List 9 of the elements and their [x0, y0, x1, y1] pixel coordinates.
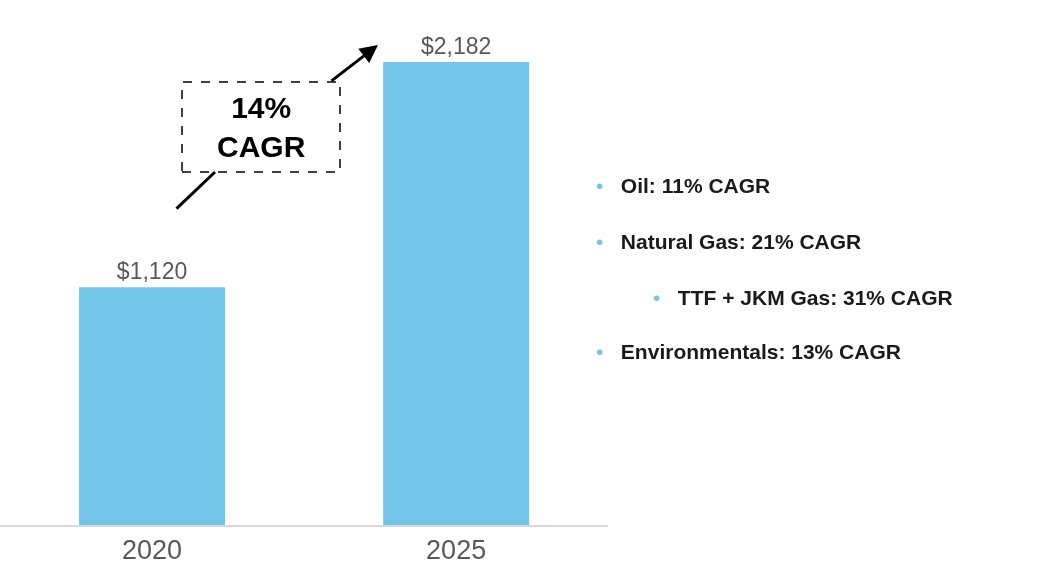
x-tick-label: 2025 [426, 535, 487, 566]
annotation: • Oil: 11% CAGR [596, 174, 771, 197]
data-label: $1,120 [116, 258, 188, 285]
x-tick-label: 2020 [122, 535, 183, 566]
text: • TTF + JKM Gas: 31% CAGR [653, 286, 953, 309]
annotation: • Environmentals: 13% CAGR [596, 340, 901, 363]
data-label: $2,182 [420, 33, 492, 59]
annotation: 14% CAGR [217, 91, 306, 163]
annotation: • Natural Gas: 21% CAGR [596, 230, 862, 253]
